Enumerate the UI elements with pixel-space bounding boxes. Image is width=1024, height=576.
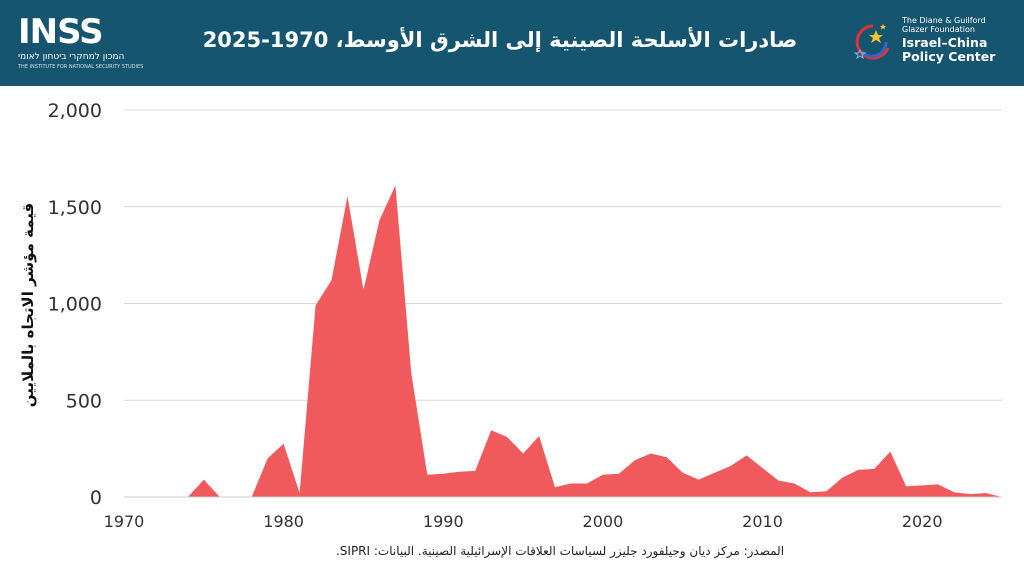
x-tick-label: 1970 xyxy=(104,512,145,531)
header-bar: INSS המכון למחקרי ביטחון לאומי THE INSTI… xyxy=(0,0,1024,86)
foundation-line-2: Glazer Foundation xyxy=(902,25,975,34)
area-series xyxy=(124,185,1002,498)
inss-logo-hebrew: המכון למחקרי ביטחון לאומי xyxy=(18,52,125,62)
y-tick-label: 500 xyxy=(66,390,102,412)
y-tick-label: 0 xyxy=(90,487,102,509)
y-axis-ticks: 0 500 1,000 1,500 2,000 xyxy=(48,100,102,509)
foundation-name: The Diane & Guilford Glazer Foundation xyxy=(902,16,986,34)
x-axis-ticks: 1970 1980 1990 2000 2010 2020 xyxy=(104,512,943,531)
area-chart: 0 500 1,000 1,500 2,000 1970 1980 1990 2000 2010… xyxy=(48,100,1002,531)
foundation-line-1: The Diane & Guilford xyxy=(902,16,986,25)
x-tick-label: 1990 xyxy=(423,512,464,531)
center-line-2: Policy Center xyxy=(902,49,996,64)
y-tick-label: 1,000 xyxy=(48,294,102,316)
center-name: Israel–China Policy Center xyxy=(902,36,995,64)
source-note: المصدر: مركز ديان وجيلفورد جليزر لسياسات… xyxy=(335,544,785,558)
center-line-1: Israel–China xyxy=(902,35,988,50)
area-series-path xyxy=(124,185,1002,497)
inss-logo-english: THE INSTITUTE FOR NATIONAL SECURITY STUD… xyxy=(18,64,144,70)
y-tick-label: 1,500 xyxy=(48,197,102,219)
x-tick-label: 2000 xyxy=(583,512,624,531)
x-tick-label: 2010 xyxy=(742,512,783,531)
gridlines xyxy=(124,109,1002,498)
israel-china-policy-center-logo: The Diane & Guilford Glazer Foundation I… xyxy=(852,16,1012,72)
inss-logo-word: INSS xyxy=(18,12,104,52)
inss-logo: INSS המכון למחקרי ביטחון לאומי THE INSTI… xyxy=(14,12,143,74)
x-tick-label: 2020 xyxy=(902,512,943,531)
x-tick-label: 1980 xyxy=(263,512,304,531)
y-tick-label: 2,000 xyxy=(48,100,102,122)
star-emblem-icon xyxy=(853,24,890,60)
page-title: صادرات الأسلحة الصينية إلى الشرق الأوسط،… xyxy=(202,28,798,52)
